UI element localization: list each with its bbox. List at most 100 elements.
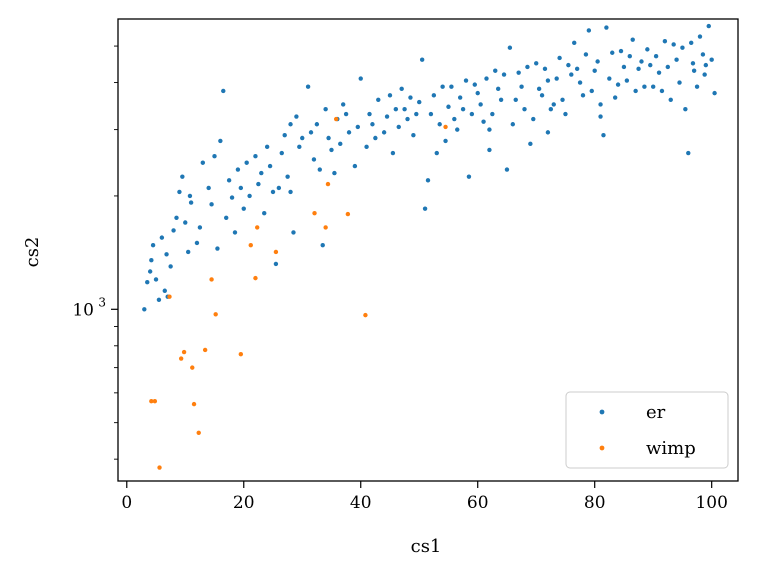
point-er-32: [276, 185, 282, 191]
point-er-116: [697, 34, 703, 39]
point-er-113: [689, 40, 694, 46]
point-er-34: [288, 122, 293, 127]
point-er-190: [262, 210, 267, 216]
point-er-85: [551, 102, 556, 107]
point-er-46: [346, 130, 352, 135]
point-er-90: [574, 66, 580, 72]
point-er-31: [273, 261, 279, 267]
point-er-173: [595, 59, 600, 64]
point-wimp-15: [255, 225, 260, 230]
point-wimp-10: [209, 277, 214, 282]
point-er-104: [645, 47, 650, 52]
point-er-25: [241, 206, 246, 211]
point-er-29: [264, 144, 270, 150]
point-er-112: [686, 150, 691, 156]
point-er-27: [253, 154, 258, 159]
point-er-155: [478, 102, 483, 107]
point-er-83: [539, 93, 545, 98]
point-wimp-17: [312, 210, 317, 216]
point-er-174: [607, 76, 612, 81]
point-er-0: [142, 307, 147, 312]
point-er-122: [149, 258, 154, 263]
point-er-13: [183, 220, 188, 225]
point-er-129: [232, 230, 238, 235]
point-er-73: [487, 147, 492, 153]
point-er-106: [656, 70, 662, 75]
point-er-48: [358, 76, 363, 81]
point-er-105: [650, 84, 656, 89]
point-er-35: [291, 230, 296, 235]
point-er-164: [536, 86, 542, 92]
point-er-56: [405, 116, 410, 122]
point-er-74: [493, 68, 498, 73]
axis-ticks-layer: 0 20 40 60 80 100 10 3: [72, 45, 728, 513]
point-er-93: [592, 68, 597, 73]
point-er-26: [247, 193, 252, 199]
y-tick-label-0: 10: [72, 300, 94, 320]
point-er-40: [317, 167, 322, 172]
point-er-157: [490, 111, 495, 117]
point-er-69: [466, 174, 472, 179]
x-tick-label-5: 100: [695, 493, 727, 513]
point-er-68: [463, 78, 469, 83]
point-er-145: [396, 124, 401, 130]
point-er-50: [370, 122, 375, 127]
point-er-138: [326, 135, 331, 141]
point-er-151: [449, 84, 454, 89]
point-er-143: [373, 135, 378, 141]
point-er-171: [583, 52, 589, 57]
y-axis-label: cs2: [22, 237, 43, 268]
legend-box: [565, 391, 729, 469]
point-er-100: [627, 53, 632, 59]
point-er-58: [417, 99, 422, 105]
point-er-127: [209, 202, 214, 207]
point-wimp-23: [443, 124, 448, 130]
x-tick-label-0: 0: [121, 493, 132, 513]
point-er-142: [367, 111, 372, 117]
point-er-41: [320, 242, 325, 248]
point-er-163: [531, 116, 536, 122]
point-er-92: [586, 28, 592, 33]
point-er-70: [469, 111, 475, 117]
x-tick-label-3: 60: [467, 493, 489, 513]
point-er-45: [340, 102, 346, 107]
point-er-160: [513, 97, 518, 103]
point-er-98: [615, 82, 621, 87]
legend: er wimp: [565, 391, 729, 469]
x-tick-label-1: 20: [233, 493, 255, 513]
point-er-134: [285, 174, 290, 179]
point-er-79: [516, 70, 521, 75]
point-wimp-11: [213, 312, 218, 317]
point-er-14: [185, 249, 191, 255]
point-er-76: [504, 167, 510, 172]
point-er-178: [636, 66, 641, 72]
point-er-111: [683, 106, 688, 112]
point-er-55: [399, 86, 404, 92]
point-wimp-18: [323, 225, 328, 230]
point-er-128: [226, 178, 232, 183]
point-er-181: [653, 53, 659, 59]
point-er-88: [569, 72, 574, 77]
point-er-38: [305, 84, 311, 89]
point-er-161: [519, 84, 524, 89]
point-er-17: [200, 160, 206, 165]
plot-frame: [117, 18, 739, 482]
point-er-3: [150, 242, 156, 248]
point-er-12: [180, 174, 185, 179]
point-wimp-22: [363, 312, 368, 318]
x-tick-label-2: 40: [350, 493, 372, 513]
point-er-185: [677, 80, 682, 85]
point-er-57: [411, 132, 416, 138]
point-er-43: [329, 147, 334, 153]
point-er-135: [297, 144, 302, 150]
point-er-101: [630, 37, 635, 42]
point-wimp-21: [345, 211, 351, 217]
legend-marker-er: [599, 409, 605, 415]
point-er-53: [387, 93, 393, 98]
point-er-141: [355, 124, 361, 130]
point-er-22: [224, 215, 229, 220]
point-er-194: [443, 138, 448, 144]
point-er-139: [338, 141, 343, 147]
point-er-170: [577, 80, 583, 85]
